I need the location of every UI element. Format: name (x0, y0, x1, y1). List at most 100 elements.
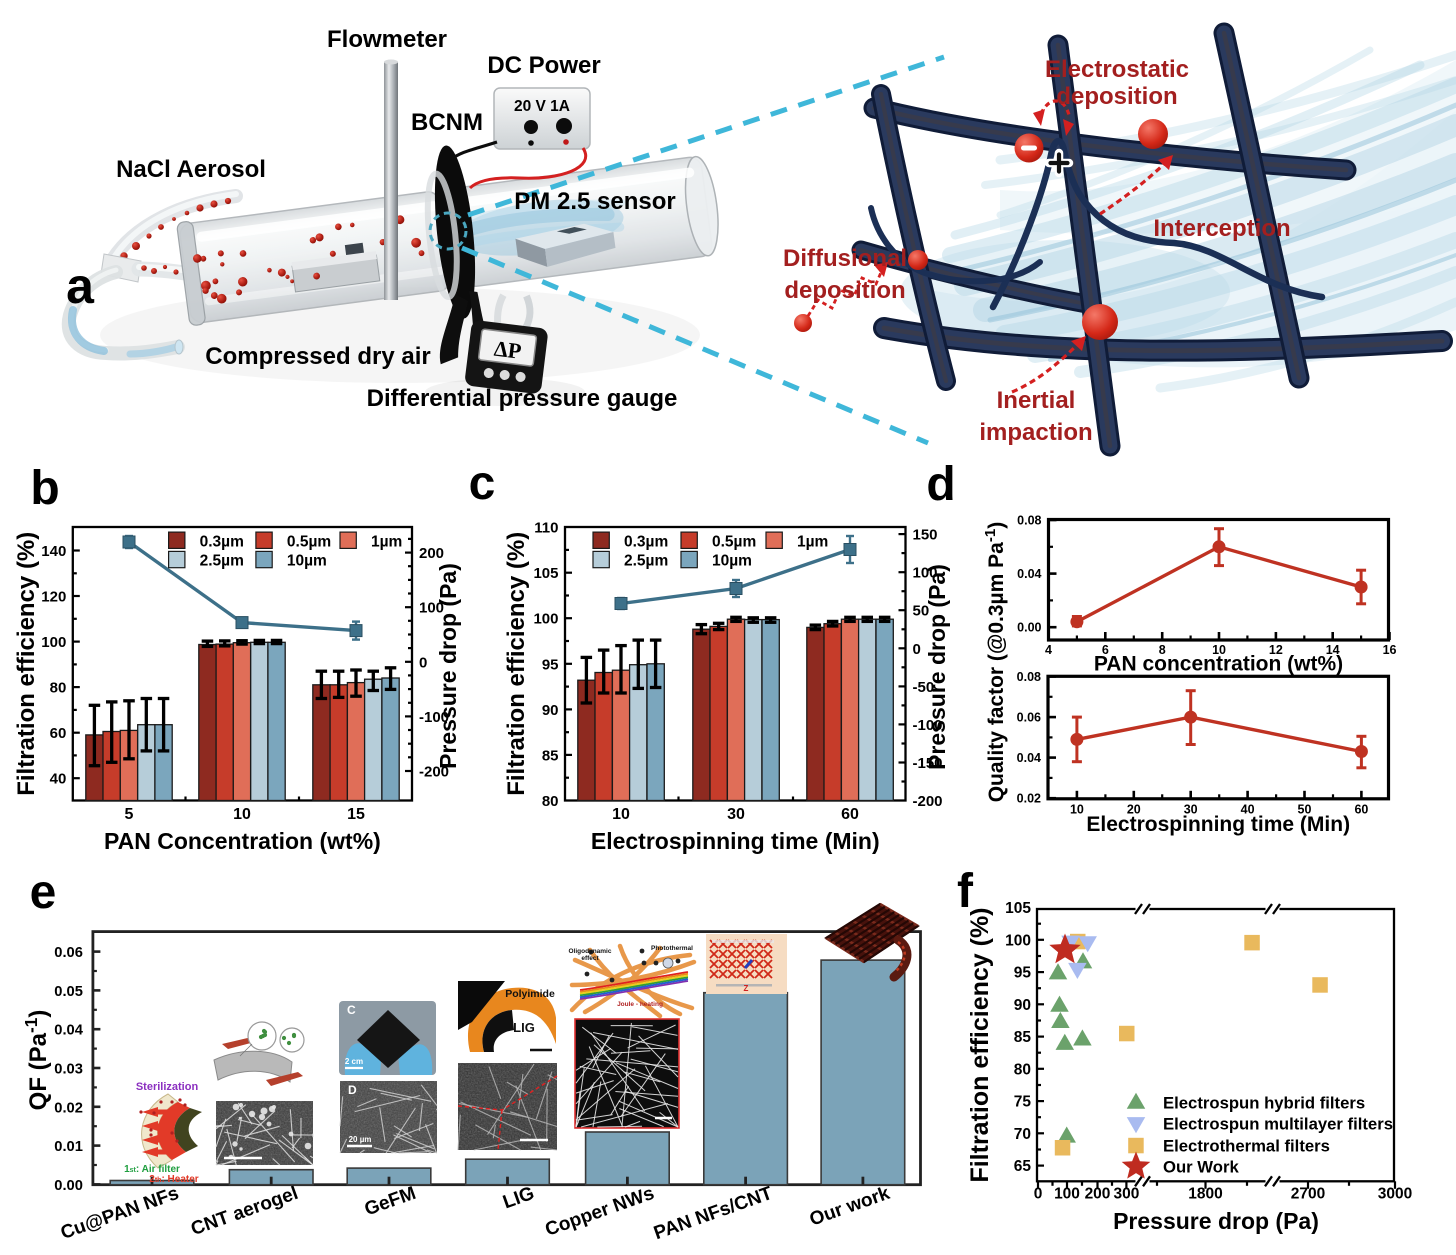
svg-text:deposition: deposition (784, 277, 905, 304)
svg-text:120: 120 (41, 589, 66, 606)
svg-text:Pressure drop (Pa): Pressure drop (Pa) (924, 564, 950, 770)
svg-text:0.5µm: 0.5µm (712, 533, 756, 550)
svg-text:15: 15 (347, 806, 365, 823)
svg-text:-200: -200 (913, 793, 943, 810)
svg-text:100: 100 (533, 611, 558, 628)
svg-text:10: 10 (1212, 643, 1226, 657)
svg-text:Oligodynamic: Oligodynamic (569, 948, 612, 955)
svg-text:b: b (30, 462, 59, 515)
svg-text:0.5µm: 0.5µm (287, 533, 331, 550)
svg-text:0.04: 0.04 (1017, 751, 1041, 765)
svg-text:90: 90 (542, 702, 559, 719)
svg-text:105: 105 (1005, 900, 1031, 917)
svg-text:Joule - heating: Joule - heating (617, 1001, 663, 1008)
svg-text:0.01: 0.01 (54, 1139, 83, 1155)
svg-text:40: 40 (1241, 802, 1255, 816)
svg-text:-150: -150 (913, 755, 943, 772)
svg-text:10µm: 10µm (712, 553, 752, 570)
svg-text:60: 60 (50, 725, 67, 742)
svg-text:Photothermal: Photothermal (651, 945, 693, 952)
svg-text:1µm: 1µm (371, 533, 402, 550)
svg-text:Flowmeter: Flowmeter (327, 26, 447, 53)
svg-text:16: 16 (1383, 643, 1397, 657)
svg-text:80: 80 (542, 793, 559, 810)
svg-text:100: 100 (1005, 932, 1031, 949)
svg-text:65: 65 (1014, 1158, 1032, 1175)
svg-text:ΔP: ΔP (493, 336, 523, 364)
svg-text:50: 50 (913, 603, 930, 620)
svg-text:0.04: 0.04 (54, 1023, 83, 1039)
svg-text:0.08: 0.08 (1017, 670, 1041, 684)
svg-text:8: 8 (1159, 643, 1166, 657)
svg-text:0.02: 0.02 (1017, 792, 1041, 806)
svg-text:60: 60 (841, 806, 859, 823)
svg-text:105: 105 (533, 565, 558, 582)
svg-text:0: 0 (419, 654, 427, 671)
svg-text:10: 10 (1070, 802, 1084, 816)
svg-text:Pressure drop (Pa): Pressure drop (Pa) (1113, 1208, 1319, 1234)
svg-text:30: 30 (727, 806, 745, 823)
svg-text:200: 200 (1085, 1185, 1111, 1202)
svg-text:4: 4 (1045, 643, 1052, 657)
svg-text:Electrospun hybrid filters: Electrospun hybrid filters (1163, 1094, 1365, 1113)
svg-text:Electrostatic: Electrostatic (1045, 56, 1189, 83)
svg-text:90: 90 (1014, 997, 1031, 1014)
svg-text:3000: 3000 (1378, 1185, 1412, 1202)
svg-text:12: 12 (1269, 643, 1283, 657)
svg-text:Inertial: Inertial (997, 387, 1076, 414)
svg-text:Filtration efficiency (%): Filtration efficiency (%) (503, 532, 530, 796)
svg-text:NaCl Aerosol: NaCl Aerosol (116, 156, 266, 183)
svg-text:Compressed dry air: Compressed dry air (205, 343, 430, 370)
svg-text:70: 70 (1014, 1126, 1031, 1143)
svg-text:PM 2.5 sensor: PM 2.5 sensor (514, 188, 675, 215)
svg-text:100: 100 (419, 600, 444, 617)
svg-text:5: 5 (125, 806, 134, 823)
svg-text:2th: Heater: 2th: Heater (149, 1174, 199, 1185)
svg-text:-200: -200 (419, 764, 449, 781)
svg-text:50: 50 (1298, 802, 1312, 816)
svg-text:0.00: 0.00 (54, 1178, 83, 1194)
svg-text:Differential pressure gauge: Differential pressure gauge (367, 385, 678, 412)
svg-text:150: 150 (913, 527, 938, 544)
svg-text:Interception: Interception (1153, 215, 1290, 242)
svg-text:0: 0 (1034, 1185, 1043, 1202)
svg-text:20 µm: 20 µm (349, 1135, 372, 1144)
svg-text:a: a (66, 258, 95, 314)
svg-text:40: 40 (50, 771, 67, 788)
svg-text:0.06: 0.06 (54, 945, 83, 961)
svg-text:Z: Z (744, 984, 749, 993)
svg-text:Filtration efficiency (%): Filtration efficiency (%) (13, 532, 40, 796)
svg-text:2.5µm: 2.5µm (624, 553, 668, 570)
svg-text:0.00: 0.00 (1017, 621, 1041, 635)
svg-text:1µm: 1µm (797, 533, 828, 550)
svg-text:100: 100 (41, 634, 66, 651)
svg-text:300: 300 (1113, 1185, 1139, 1202)
svg-text:c: c (469, 457, 496, 510)
svg-text:BCNM: BCNM (411, 109, 483, 136)
svg-text:Quality factor (@0.3µm Pa-1): Quality factor (@0.3µm Pa-1) (982, 522, 1008, 803)
svg-text:D: D (348, 1083, 357, 1097)
svg-text:30: 30 (1184, 802, 1198, 816)
svg-text:20 V 1A: 20 V 1A (514, 98, 570, 115)
svg-text:Electrothermal filters: Electrothermal filters (1163, 1137, 1330, 1156)
svg-text:PAN Concentration (wt%): PAN Concentration (wt%) (104, 828, 381, 854)
svg-text:0.03: 0.03 (54, 1062, 83, 1078)
svg-text:Pressure drop (Pa): Pressure drop (Pa) (435, 563, 461, 769)
svg-text:-100: -100 (419, 709, 449, 726)
svg-text:deposition: deposition (1056, 83, 1177, 110)
svg-text:Sterilization: Sterilization (136, 1081, 199, 1093)
svg-text:0.08: 0.08 (1017, 514, 1041, 528)
svg-text:75: 75 (1014, 1094, 1032, 1111)
svg-text:110: 110 (534, 520, 558, 537)
svg-text:0: 0 (913, 641, 921, 658)
svg-text:10: 10 (233, 806, 251, 823)
svg-text:0.05: 0.05 (54, 984, 83, 1000)
svg-text:0.02: 0.02 (54, 1100, 83, 1116)
svg-text:95: 95 (542, 656, 559, 673)
svg-text:d: d (926, 458, 955, 511)
svg-text:Polyimide: Polyimide (505, 988, 555, 1000)
svg-text:20: 20 (1127, 802, 1141, 816)
svg-text:95: 95 (1014, 965, 1032, 982)
svg-text:C: C (347, 1003, 356, 1017)
svg-text:2 cm: 2 cm (345, 1057, 363, 1066)
